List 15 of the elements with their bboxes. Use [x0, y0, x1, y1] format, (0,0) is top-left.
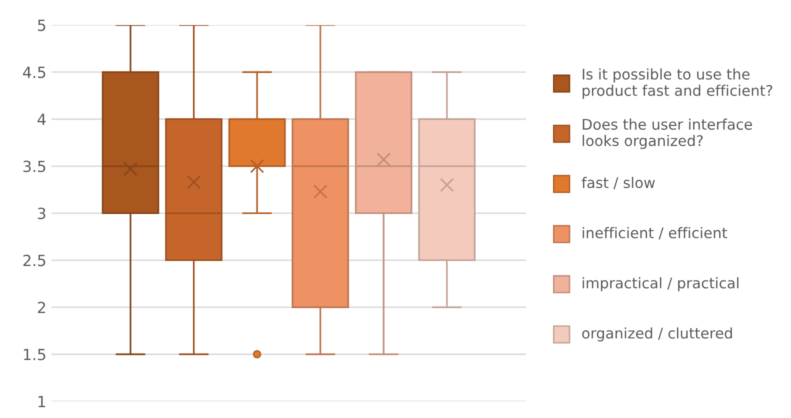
legend-label: fast / slow	[582, 176, 655, 190]
legend-label: Is it possible to use the product fast and efficient?	[582, 68, 772, 99]
y-tick-label: 4	[38, 114, 46, 125]
y-tick-label: 1.5	[24, 348, 46, 360]
y-tick-label: 5	[38, 20, 46, 32]
y-tick-label: 2.5	[23, 254, 46, 266]
y-tick-label: 2	[38, 302, 46, 314]
y-tick-label: 3	[38, 208, 46, 220]
y-tick-label: 4.5	[23, 66, 46, 78]
legend-label: Does the user interface looks organized?	[582, 118, 752, 149]
legend-label: organized / cluttered	[582, 327, 732, 342]
y-tick-label: 1	[38, 396, 46, 408]
legend-label: impractical / practical	[582, 277, 738, 292]
y-tick-label: 3.5	[23, 160, 46, 172]
legend-label: inefficient / efficient	[582, 227, 728, 240]
